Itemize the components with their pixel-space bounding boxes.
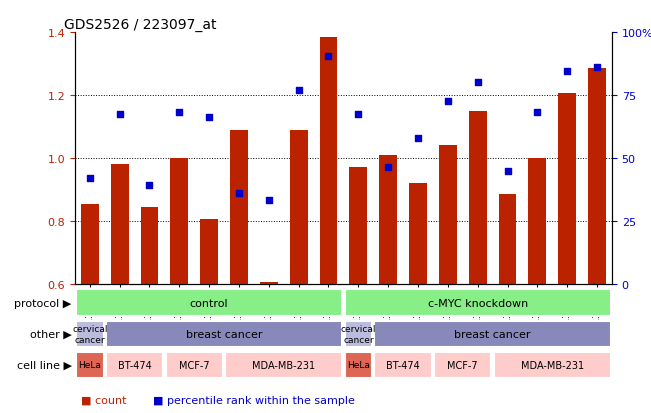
Point bbox=[413, 135, 423, 142]
Bar bbox=[290, 131, 307, 284]
Bar bbox=[409, 184, 427, 284]
Bar bbox=[558, 94, 576, 284]
Text: cervical
cancer: cervical cancer bbox=[72, 325, 107, 344]
Bar bbox=[230, 131, 248, 284]
Bar bbox=[141, 207, 158, 284]
Text: MCF-7: MCF-7 bbox=[447, 360, 478, 370]
Bar bbox=[106, 321, 342, 347]
Text: HeLa: HeLa bbox=[347, 361, 370, 370]
Point bbox=[115, 112, 125, 118]
Text: control: control bbox=[190, 298, 229, 308]
Text: HeLa: HeLa bbox=[78, 361, 101, 370]
Point bbox=[503, 168, 513, 174]
Bar bbox=[225, 352, 342, 378]
Point bbox=[174, 110, 184, 116]
Bar bbox=[171, 159, 188, 284]
Bar bbox=[374, 352, 432, 378]
Text: breast cancer: breast cancer bbox=[186, 329, 262, 339]
Text: MDA-MB-231: MDA-MB-231 bbox=[252, 360, 315, 370]
Bar bbox=[76, 321, 104, 347]
Text: BT-474: BT-474 bbox=[118, 360, 152, 370]
Point bbox=[294, 88, 304, 95]
Text: ■ count: ■ count bbox=[81, 395, 127, 405]
Text: GDS2526 / 223097_at: GDS2526 / 223097_at bbox=[64, 18, 217, 32]
Point bbox=[383, 165, 393, 171]
Point bbox=[592, 64, 602, 71]
Point bbox=[204, 114, 214, 121]
Bar bbox=[344, 352, 372, 378]
Point bbox=[324, 53, 334, 60]
Bar bbox=[529, 159, 546, 284]
Bar bbox=[344, 321, 372, 347]
Text: cervical
cancer: cervical cancer bbox=[340, 325, 376, 344]
Point bbox=[234, 190, 244, 197]
Bar bbox=[165, 352, 223, 378]
Text: protocol ▶: protocol ▶ bbox=[14, 298, 72, 308]
Point bbox=[353, 112, 363, 118]
Point bbox=[473, 80, 483, 87]
Bar bbox=[499, 195, 516, 284]
Point bbox=[145, 182, 155, 189]
Bar bbox=[588, 69, 606, 284]
Text: breast cancer: breast cancer bbox=[454, 329, 531, 339]
Point bbox=[85, 176, 95, 182]
Bar bbox=[81, 204, 99, 284]
Bar bbox=[350, 168, 367, 284]
Text: MCF-7: MCF-7 bbox=[179, 360, 210, 370]
Bar bbox=[344, 290, 611, 316]
Bar bbox=[379, 155, 397, 284]
Point bbox=[264, 198, 274, 204]
Bar bbox=[76, 290, 342, 316]
Point bbox=[443, 99, 453, 105]
Bar bbox=[201, 220, 218, 284]
Bar bbox=[469, 112, 486, 284]
Text: other ▶: other ▶ bbox=[30, 329, 72, 339]
Text: BT-474: BT-474 bbox=[386, 360, 420, 370]
Text: ■ percentile rank within the sample: ■ percentile rank within the sample bbox=[153, 395, 355, 405]
Text: cell line ▶: cell line ▶ bbox=[17, 360, 72, 370]
Bar bbox=[106, 352, 163, 378]
Bar bbox=[111, 165, 129, 284]
Bar bbox=[374, 321, 611, 347]
Point bbox=[562, 69, 572, 76]
Point bbox=[532, 110, 542, 116]
Bar bbox=[434, 352, 492, 378]
Bar bbox=[320, 38, 337, 284]
Bar bbox=[493, 352, 611, 378]
Bar bbox=[76, 352, 104, 378]
Bar bbox=[439, 146, 457, 284]
Bar bbox=[260, 282, 278, 284]
Text: c-MYC knockdown: c-MYC knockdown bbox=[428, 298, 528, 308]
Text: MDA-MB-231: MDA-MB-231 bbox=[521, 360, 584, 370]
